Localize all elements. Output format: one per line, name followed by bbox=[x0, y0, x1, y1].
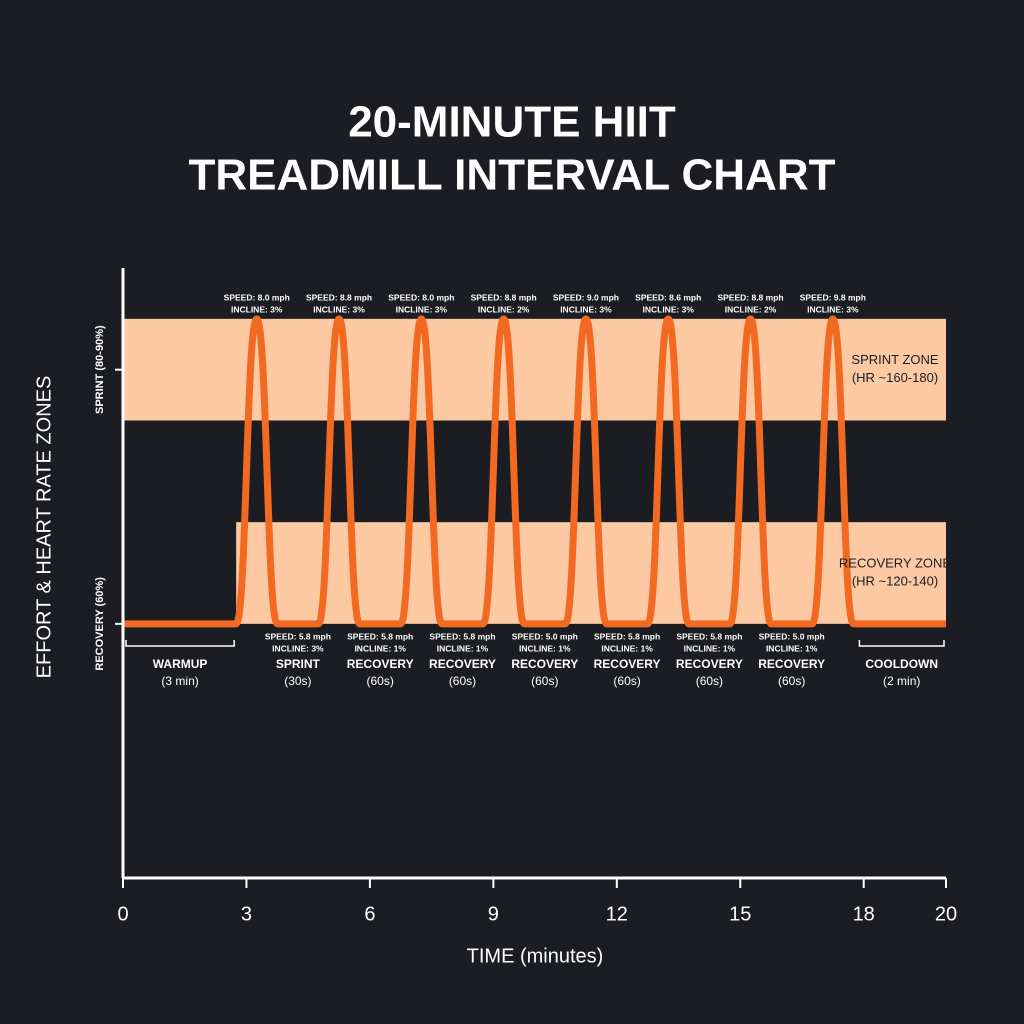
phase-duration: (60s) bbox=[449, 674, 476, 688]
trough-label: INCLINE: 1% bbox=[601, 643, 653, 653]
trough-label: SPEED: 5.8 mph bbox=[265, 631, 331, 641]
trough-label: INCLINE: 1% bbox=[354, 643, 406, 653]
phase-label: COOLDOWN bbox=[865, 657, 938, 671]
y-axis-label: EFFORT & HEART RATE ZONES bbox=[33, 376, 55, 679]
x-tick-label: 18 bbox=[853, 903, 875, 925]
phase-bracket bbox=[125, 640, 235, 647]
phase-label: RECOVERY bbox=[511, 657, 578, 671]
x-tick-label: 15 bbox=[729, 903, 751, 925]
phase-duration: (60s) bbox=[696, 674, 723, 688]
trough-label: SPEED: 5.8 mph bbox=[429, 631, 495, 641]
phase-duration: (3 min) bbox=[161, 674, 198, 688]
x-tick-label: 9 bbox=[488, 903, 499, 925]
phase-label: RECOVERY bbox=[758, 657, 825, 671]
phase-label: WARMUP bbox=[153, 657, 208, 671]
phase-label: RECOVERY bbox=[347, 657, 414, 671]
peak-label: SPEED: 8.8 mph bbox=[717, 292, 783, 302]
zone-band bbox=[236, 522, 947, 624]
y-tick-label: SPRINT (80-90%) bbox=[94, 325, 106, 414]
trough-label: INCLINE: 1% bbox=[437, 643, 489, 653]
trough-label: INCLINE: 1% bbox=[766, 643, 818, 653]
phase-duration: (30s) bbox=[284, 674, 311, 688]
phase-duration: (60s) bbox=[531, 674, 558, 688]
phase-label: RECOVERY bbox=[676, 657, 743, 671]
peak-label: INCLINE: 3% bbox=[313, 304, 365, 314]
trough-label: SPEED: 5.8 mph bbox=[347, 631, 413, 641]
peak-label: SPEED: 8.6 mph bbox=[635, 292, 701, 302]
trough-label: SPEED: 5.8 mph bbox=[676, 631, 742, 641]
y-tick-label: RECOVERY (60%) bbox=[94, 577, 106, 671]
phase-duration: (60s) bbox=[613, 674, 640, 688]
trough-label: SPEED: 5.8 mph bbox=[594, 631, 660, 641]
peak-label: INCLINE: 3% bbox=[642, 304, 694, 314]
chart-title: TREADMILL INTERVAL CHART bbox=[189, 151, 836, 200]
x-tick-label: 20 bbox=[935, 903, 957, 925]
x-tick-label: 3 bbox=[241, 903, 252, 925]
interval-line bbox=[122, 315, 946, 628]
peak-label: SPEED: 8.8 mph bbox=[471, 292, 537, 302]
zone-label: RECOVERY ZONE bbox=[839, 555, 952, 570]
zone-label: SPRINT ZONE bbox=[851, 352, 938, 367]
peak-label: SPEED: 9.0 mph bbox=[553, 292, 619, 302]
trough-label: SPEED: 5.0 mph bbox=[512, 631, 578, 641]
peak-label: INCLINE: 2% bbox=[478, 304, 530, 314]
phase-duration: (60s) bbox=[367, 674, 394, 688]
phase-label: RECOVERY bbox=[429, 657, 496, 671]
peak-label: SPEED: 8.0 mph bbox=[388, 292, 454, 302]
trough-label: INCLINE: 1% bbox=[519, 643, 571, 653]
peak-label: SPEED: 8.8 mph bbox=[306, 292, 372, 302]
zone-hr-label: (HR ~120-140) bbox=[852, 573, 938, 588]
x-axis-label: TIME (minutes) bbox=[467, 945, 604, 967]
peak-label: INCLINE: 3% bbox=[396, 304, 448, 314]
phase-bracket bbox=[858, 640, 945, 647]
phase-label: RECOVERY bbox=[594, 657, 661, 671]
peak-label: INCLINE: 2% bbox=[725, 304, 777, 314]
trough-label: INCLINE: 1% bbox=[684, 643, 736, 653]
peak-label: SPEED: 9.8 mph bbox=[800, 292, 866, 302]
zone-hr-label: (HR ~160-180) bbox=[852, 370, 938, 385]
phase-label: SPRINT bbox=[276, 657, 321, 671]
x-tick-label: 12 bbox=[606, 903, 628, 925]
chart-title: 20-MINUTE HIIT bbox=[348, 98, 676, 147]
phase-duration: (60s) bbox=[778, 674, 805, 688]
trough-label: SPEED: 5.0 mph bbox=[759, 631, 825, 641]
peak-label: INCLINE: 3% bbox=[807, 304, 859, 314]
peak-label: INCLINE: 3% bbox=[231, 304, 283, 314]
peak-label: SPEED: 8.0 mph bbox=[224, 292, 290, 302]
x-tick-label: 0 bbox=[117, 903, 128, 925]
phase-duration: (2 min) bbox=[883, 674, 920, 688]
x-tick-label: 6 bbox=[364, 903, 375, 925]
peak-label: INCLINE: 3% bbox=[560, 304, 612, 314]
trough-label: INCLINE: 3% bbox=[272, 643, 324, 653]
